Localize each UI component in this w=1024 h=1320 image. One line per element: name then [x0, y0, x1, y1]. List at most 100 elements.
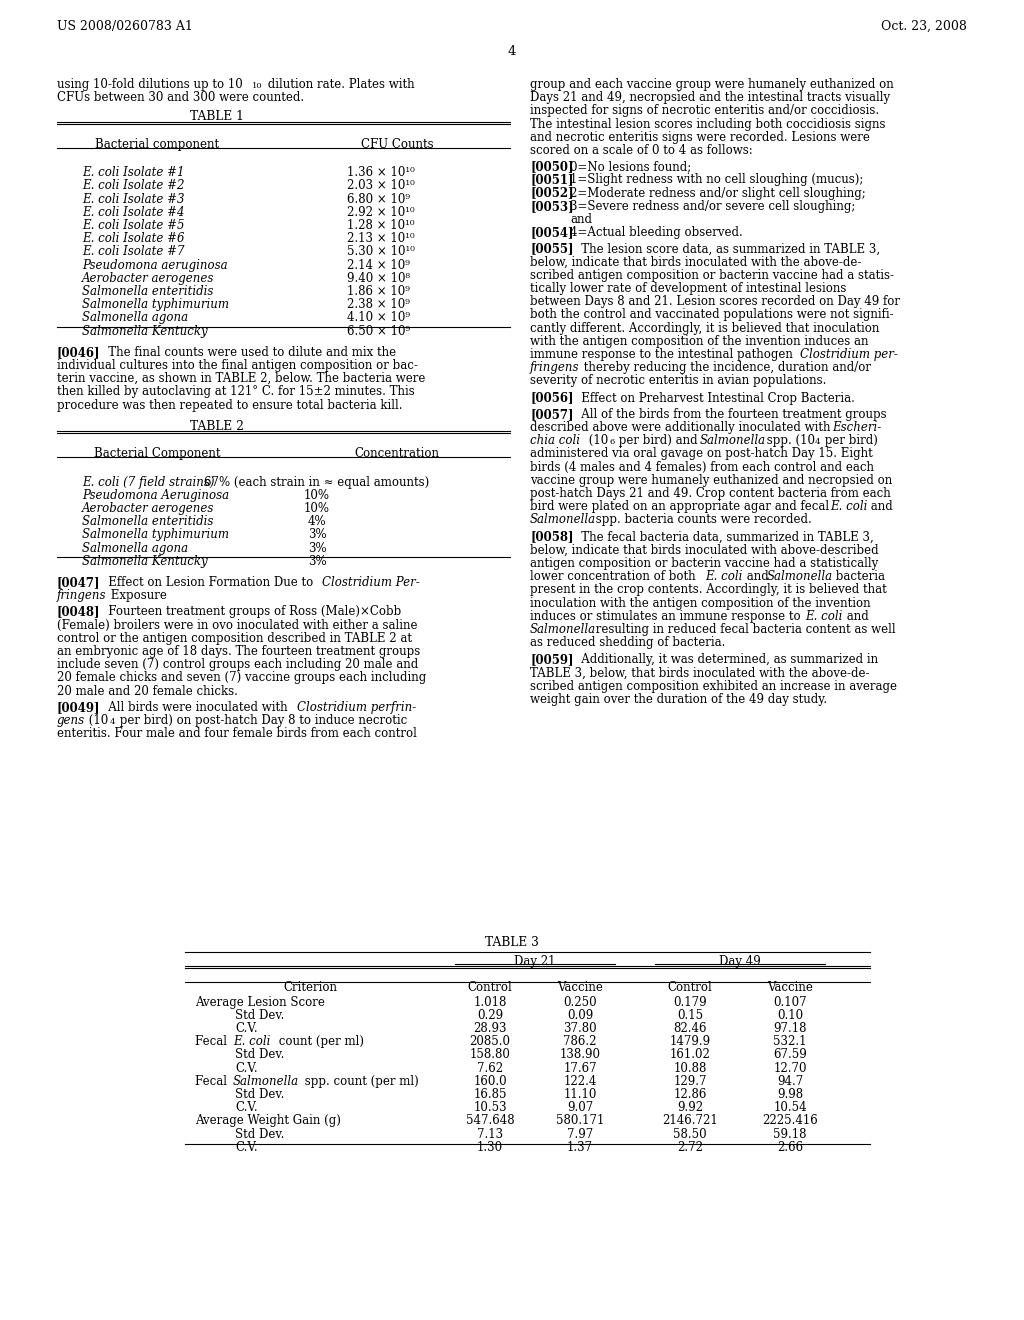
- Text: Fourteen treatment groups of Ross (Male)×Cobb: Fourteen treatment groups of Ross (Male)…: [97, 606, 401, 618]
- Text: E. coli: E. coli: [830, 500, 867, 513]
- Text: E. coli Isolate #4: E. coli Isolate #4: [82, 206, 184, 219]
- Text: 28.93: 28.93: [473, 1022, 507, 1035]
- Text: 10.88: 10.88: [674, 1061, 707, 1074]
- Text: [0050]: [0050]: [530, 160, 573, 173]
- Text: as reduced shedding of bacteria.: as reduced shedding of bacteria.: [530, 636, 725, 649]
- Text: Vaccine: Vaccine: [557, 981, 603, 994]
- Text: fringens: fringens: [57, 589, 106, 602]
- Text: 7.62: 7.62: [477, 1061, 503, 1074]
- Text: (Female) broilers were in ovo inoculated with either a saline: (Female) broilers were in ovo inoculated…: [57, 619, 418, 631]
- Text: with the antigen composition of the invention induces an: with the antigen composition of the inve…: [530, 335, 868, 347]
- Text: per bird): per bird): [821, 434, 878, 447]
- Text: Aerobacter aerogenes: Aerobacter aerogenes: [82, 502, 214, 515]
- Text: CFUs between 30 and 300 were counted.: CFUs between 30 and 300 were counted.: [57, 91, 304, 104]
- Text: All birds were inoculated with: All birds were inoculated with: [97, 701, 292, 714]
- Text: 2.72: 2.72: [677, 1140, 703, 1154]
- Text: spp. (10: spp. (10: [763, 434, 815, 447]
- Text: 786.2: 786.2: [563, 1035, 597, 1048]
- Text: 37.80: 37.80: [563, 1022, 597, 1035]
- Text: Salmonella agona: Salmonella agona: [82, 541, 188, 554]
- Text: 2.38 × 10⁹: 2.38 × 10⁹: [347, 298, 410, 312]
- Text: severity of necrotic enteritis in avian populations.: severity of necrotic enteritis in avian …: [530, 375, 826, 387]
- Text: Std Dev.: Std Dev.: [234, 1048, 285, 1061]
- Text: chia coli: chia coli: [530, 434, 580, 447]
- Text: CFU Counts: CFU Counts: [360, 137, 433, 150]
- Text: Days 21 and 49, necropsied and the intestinal tracts visually: Days 21 and 49, necropsied and the intes…: [530, 91, 890, 104]
- Text: both the control and vaccinated populations were not signifi-: both the control and vaccinated populati…: [530, 309, 894, 321]
- Text: count (per ml): count (per ml): [275, 1035, 364, 1048]
- Text: 82.46: 82.46: [673, 1022, 707, 1035]
- Text: 10%: 10%: [304, 502, 330, 515]
- Text: [0051]: [0051]: [530, 173, 573, 186]
- Text: 59.18: 59.18: [773, 1127, 807, 1140]
- Text: Day 21: Day 21: [514, 954, 556, 968]
- Text: Concentration: Concentration: [354, 447, 439, 461]
- Text: 12.70: 12.70: [773, 1061, 807, 1074]
- Text: 67.59: 67.59: [773, 1048, 807, 1061]
- Text: 16.85: 16.85: [473, 1088, 507, 1101]
- Text: 10.54: 10.54: [773, 1101, 807, 1114]
- Text: 160.0: 160.0: [473, 1074, 507, 1088]
- Text: Escheri-: Escheri-: [831, 421, 882, 434]
- Text: scored on a scale of 0 to 4 as follows:: scored on a scale of 0 to 4 as follows:: [530, 144, 753, 157]
- Text: C.V.: C.V.: [234, 1101, 258, 1114]
- Text: [0055]: [0055]: [530, 243, 573, 255]
- Text: E. coli (7 field strains): E. coli (7 field strains): [82, 475, 214, 488]
- Text: Effect on Preharvest Intestinal Crop Bacteria.: Effect on Preharvest Intestinal Crop Bac…: [570, 392, 855, 405]
- Text: 161.02: 161.02: [670, 1048, 711, 1061]
- Text: (10: (10: [85, 714, 109, 727]
- Text: spp. bacteria counts were recorded.: spp. bacteria counts were recorded.: [592, 513, 812, 527]
- Text: 0.107: 0.107: [773, 995, 807, 1008]
- Text: Salmonella typhimurium: Salmonella typhimurium: [82, 298, 229, 312]
- Text: The fecal bacteria data, summarized in TABLE 3,: The fecal bacteria data, summarized in T…: [570, 531, 873, 544]
- Text: lower concentration of both: lower concentration of both: [530, 570, 699, 583]
- Text: 17.67: 17.67: [563, 1061, 597, 1074]
- Text: resulting in reduced fecal bacteria content as well: resulting in reduced fecal bacteria cont…: [592, 623, 896, 636]
- Text: Clostridium Per-: Clostridium Per-: [322, 576, 420, 589]
- Text: scribed antigen composition exhibited an increase in average: scribed antigen composition exhibited an…: [530, 680, 897, 693]
- Text: fringens: fringens: [530, 362, 580, 374]
- Text: an embryonic age of 18 days. The fourteen treatment groups: an embryonic age of 18 days. The fourtee…: [57, 645, 420, 657]
- Text: 3%: 3%: [307, 528, 327, 541]
- Text: Pseudomona Aeruginosa: Pseudomona Aeruginosa: [82, 488, 229, 502]
- Text: 580.171: 580.171: [556, 1114, 604, 1127]
- Text: Control: Control: [668, 981, 713, 994]
- Text: [0054]: [0054]: [530, 226, 573, 239]
- Text: 2=Moderate redness and/or slight cell sloughing;: 2=Moderate redness and/or slight cell sl…: [570, 186, 865, 199]
- Text: control or the antigen composition described in TABLE 2 at: control or the antigen composition descr…: [57, 632, 412, 644]
- Text: below, indicate that birds inoculated with the above-de-: below, indicate that birds inoculated wi…: [530, 256, 861, 268]
- Text: [0059]: [0059]: [530, 653, 573, 667]
- Text: immune response to the intestinal pathogen: immune response to the intestinal pathog…: [530, 348, 797, 360]
- Text: Salmonella enteritidis: Salmonella enteritidis: [82, 285, 213, 298]
- Text: 4: 4: [508, 45, 516, 58]
- Text: 1.37: 1.37: [567, 1140, 593, 1154]
- Text: Fecal: Fecal: [195, 1074, 230, 1088]
- Text: 67% (each strain in ≈ equal amounts): 67% (each strain in ≈ equal amounts): [205, 475, 430, 488]
- Text: antigen composition or bacterin vaccine had a statistically: antigen composition or bacterin vaccine …: [530, 557, 879, 570]
- Text: 7.97: 7.97: [567, 1127, 593, 1140]
- Text: 2.03 × 10¹⁰: 2.03 × 10¹⁰: [347, 180, 415, 193]
- Text: below, indicate that birds inoculated with above-described: below, indicate that birds inoculated wi…: [530, 544, 879, 557]
- Text: [0057]: [0057]: [530, 408, 573, 421]
- Text: thereby reducing the incidence, duration and/or: thereby reducing the incidence, duration…: [580, 362, 871, 374]
- Text: E. coli Isolate #2: E. coli Isolate #2: [82, 180, 184, 193]
- Text: 0.09: 0.09: [567, 1008, 593, 1022]
- Text: individual cultures into the final antigen composition or bac-: individual cultures into the final antig…: [57, 359, 418, 372]
- Text: [0052]: [0052]: [530, 186, 573, 199]
- Text: US 2008/0260783 A1: US 2008/0260783 A1: [57, 20, 193, 33]
- Text: 1.018: 1.018: [473, 995, 507, 1008]
- Text: 12.86: 12.86: [674, 1088, 707, 1101]
- Text: Control: Control: [468, 981, 512, 994]
- Text: Pseudomona aeruginosa: Pseudomona aeruginosa: [82, 259, 227, 272]
- Text: Clostridium perfrin-: Clostridium perfrin-: [297, 701, 416, 714]
- Text: Std Dev.: Std Dev.: [234, 1088, 285, 1101]
- Text: 2.66: 2.66: [777, 1140, 803, 1154]
- Text: The lesion score data, as summarized in TABLE 3,: The lesion score data, as summarized in …: [570, 243, 880, 255]
- Text: tically lower rate of development of intestinal lesions: tically lower rate of development of int…: [530, 282, 847, 294]
- Text: terin vaccine, as shown in TABLE 2, below. The bacteria were: terin vaccine, as shown in TABLE 2, belo…: [57, 372, 425, 385]
- Text: 0.10: 0.10: [777, 1008, 803, 1022]
- Text: Additionally, it was determined, as summarized in: Additionally, it was determined, as summ…: [570, 653, 879, 667]
- Text: [0048]: [0048]: [57, 606, 100, 618]
- Text: C.V.: C.V.: [234, 1022, 258, 1035]
- Text: Salmonella Kentucky: Salmonella Kentucky: [82, 325, 208, 338]
